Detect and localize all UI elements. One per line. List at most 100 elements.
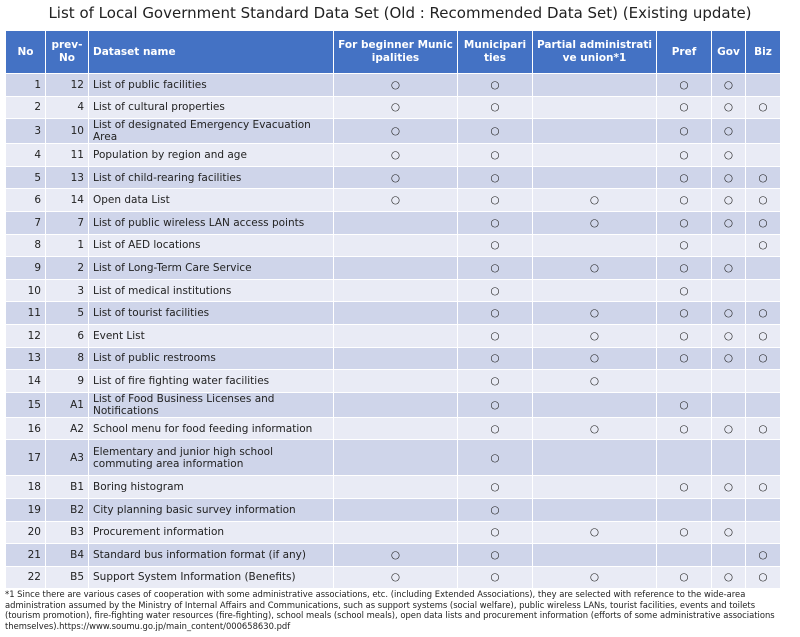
dataset-name: List of tourist facilities <box>88 301 334 325</box>
number-cell: 1 <box>45 233 89 258</box>
availability-cell: ○ <box>656 520 712 545</box>
number-cell: B2 <box>45 497 89 522</box>
availability-cell: ○ <box>457 118 533 145</box>
availability-cell <box>745 278 781 303</box>
availability-cell <box>333 323 458 348</box>
number-cell: 17 <box>5 439 46 477</box>
availability-cell <box>333 416 458 441</box>
availability-cell: ○ <box>711 143 746 167</box>
dataset-name: List of medical institutions <box>88 278 334 303</box>
dataset-name: List of public wireless LAN access point… <box>88 210 334 235</box>
availability-cell: ○ <box>656 416 712 441</box>
table-row: 6 14 Open data List ○ ○ ○ ○ ○ ○ <box>5 188 781 212</box>
availability-cell: ○ <box>532 188 657 212</box>
availability-cell: ○ <box>711 565 746 590</box>
availability-cell: ○ <box>457 346 533 371</box>
availability-cell: ○ <box>745 346 781 371</box>
availability-cell: ○ <box>457 95 533 120</box>
availability-cell: ○ <box>457 416 533 441</box>
availability-cell: ○ <box>711 346 746 371</box>
availability-cell: ○ <box>656 391 712 418</box>
availability-cell: ○ <box>656 188 712 212</box>
availability-cell <box>532 118 657 145</box>
table-row: 3 10 List of designated Emergency Evacuati… <box>5 118 781 145</box>
footnote: *1 Since there are various cases of coop… <box>5 589 775 631</box>
column-header: Gov <box>711 30 746 74</box>
availability-cell: ○ <box>333 188 458 212</box>
number-cell: 18 <box>5 475 46 499</box>
column-header: For beginner Municipalities <box>333 30 458 74</box>
availability-cell <box>532 143 657 167</box>
dataset-name: Open data List <box>88 188 334 212</box>
availability-cell: ○ <box>333 118 458 145</box>
table-row: 20 B3 Procurement information ○ ○ ○ ○ <box>5 520 781 545</box>
availability-cell <box>532 73 657 97</box>
availability-cell: ○ <box>457 520 533 545</box>
availability-cell: ○ <box>532 256 657 280</box>
availability-cell: ○ <box>745 233 781 258</box>
table-row: 2 4 List of cultural properties ○ ○ ○ ○ ○ <box>5 95 781 120</box>
availability-cell: ○ <box>656 301 712 325</box>
availability-cell <box>745 256 781 280</box>
number-cell: 2 <box>5 95 46 120</box>
availability-cell: ○ <box>333 165 458 190</box>
availability-cell <box>333 439 458 477</box>
table-row: 7 7 List of public wireless LAN access poi… <box>5 210 781 235</box>
dataset-name: List of Food Business Licenses and Notif… <box>88 391 334 418</box>
availability-cell <box>333 391 458 418</box>
availability-cell: ○ <box>745 565 781 590</box>
availability-cell <box>532 165 657 190</box>
availability-cell: ○ <box>745 165 781 190</box>
availability-cell: ○ <box>532 210 657 235</box>
availability-cell <box>532 391 657 418</box>
availability-cell <box>711 391 746 418</box>
availability-cell: ○ <box>457 256 533 280</box>
availability-cell: ○ <box>656 323 712 348</box>
number-cell: 10 <box>5 278 46 303</box>
availability-cell: ○ <box>656 475 712 499</box>
table-row: 5 13 List of child-rearing facilities ○ ○ ○ ○ ○ <box>5 165 781 190</box>
table-row: 12 6 Event List ○ ○ ○ ○ ○ <box>5 323 781 348</box>
availability-cell: ○ <box>745 210 781 235</box>
number-cell: 9 <box>5 256 46 280</box>
number-cell: 16 <box>5 416 46 441</box>
availability-cell: ○ <box>656 278 712 303</box>
availability-cell <box>711 369 746 393</box>
availability-cell <box>656 497 712 522</box>
dataset-name: School menu for food feeding information <box>88 416 334 441</box>
availability-cell: ○ <box>656 210 712 235</box>
number-cell: 14 <box>5 369 46 393</box>
availability-cell: ○ <box>711 73 746 97</box>
availability-cell <box>333 346 458 371</box>
availability-cell: ○ <box>656 165 712 190</box>
availability-cell: ○ <box>457 143 533 167</box>
availability-cell: ○ <box>457 391 533 418</box>
column-header: Dataset name <box>88 30 334 74</box>
table-row: 1 12 List of public facilities ○ ○ ○ ○ <box>5 73 781 97</box>
availability-cell <box>656 369 712 393</box>
availability-cell: ○ <box>711 165 746 190</box>
data-table: No prev-No Dataset name For beginner Munici… <box>5 30 781 590</box>
number-cell: 14 <box>45 188 89 212</box>
availability-cell <box>333 278 458 303</box>
availability-cell: ○ <box>532 416 657 441</box>
number-cell: 13 <box>5 346 46 371</box>
availability-cell <box>333 520 458 545</box>
number-cell: 10 <box>45 118 89 145</box>
table-row: 15 A1 List of Food Business Licenses and N… <box>5 391 781 418</box>
number-cell: 11 <box>5 301 46 325</box>
availability-cell: ○ <box>711 118 746 145</box>
availability-cell: ○ <box>532 369 657 393</box>
number-cell: B1 <box>45 475 89 499</box>
availability-cell: ○ <box>656 95 712 120</box>
number-cell: B3 <box>45 520 89 545</box>
number-cell: 9 <box>45 369 89 393</box>
availability-cell <box>333 301 458 325</box>
dataset-name: Standard bus information format (if any) <box>88 543 334 567</box>
availability-cell <box>333 210 458 235</box>
availability-cell: ○ <box>457 497 533 522</box>
number-cell: 20 <box>5 520 46 545</box>
table-row: 11 5 List of tourist facilities ○ ○ ○ ○ ○ <box>5 301 781 325</box>
availability-cell: ○ <box>745 95 781 120</box>
